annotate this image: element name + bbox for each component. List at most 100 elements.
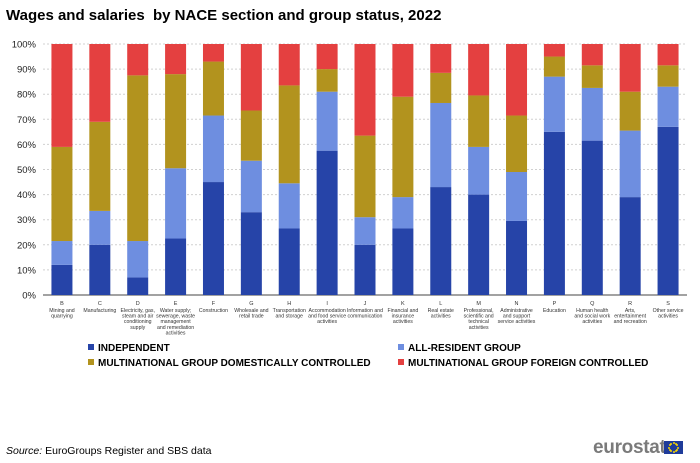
x-tick-code: C: [98, 301, 102, 307]
y-tick-label: 50%: [17, 165, 37, 176]
bar-domestic-b: [51, 146, 73, 242]
bar-domestic-j: [354, 135, 376, 218]
bar-foreign-d: [127, 44, 149, 76]
x-tick-label: Professional,: [464, 308, 494, 314]
bar-independent-e: [165, 238, 187, 295]
bar-all_resident-k: [392, 197, 414, 229]
y-tick-label: 70%: [17, 115, 37, 126]
legend-swatch-foreign: [398, 359, 404, 365]
bar-independent-p: [543, 131, 565, 295]
x-tick-code: J: [364, 301, 367, 307]
x-tick-code: H: [287, 301, 291, 307]
eurostat-logo: eurostat: [593, 437, 666, 458]
bar-foreign-k: [392, 44, 414, 97]
y-tick-label: 60%: [17, 140, 37, 151]
bar-independent-m: [468, 194, 490, 295]
x-tick-label: and recreation: [614, 319, 647, 325]
bar-independent-s: [657, 126, 679, 295]
bar-domestic-q: [581, 65, 603, 88]
bar-foreign-q: [581, 44, 603, 66]
bar-all_resident-r: [619, 130, 641, 198]
bar-all_resident-e: [165, 168, 187, 239]
y-tick-label: 10%: [17, 265, 37, 276]
bar-domestic-g: [240, 110, 262, 161]
y-tick-label: 30%: [17, 215, 37, 226]
bar-domestic-d: [127, 75, 149, 242]
flag-star-icon: [668, 446, 670, 449]
x-tick-label: and support: [503, 314, 531, 320]
bar-independent-h: [278, 228, 300, 295]
x-tick-label: entertainment: [614, 314, 646, 320]
flag-star-icon: [676, 444, 679, 447]
x-tick-label: Accommodation: [309, 308, 346, 314]
x-tick-label: sewerage, waste: [156, 314, 195, 320]
bar-independent-l: [430, 187, 452, 295]
x-tick-label: and storage: [276, 314, 304, 320]
flag-star-icon: [668, 444, 671, 447]
bar-domestic-n: [506, 115, 528, 173]
x-tick-code: Q: [590, 301, 595, 307]
x-tick-code: P: [553, 301, 557, 307]
bar-independent-j: [354, 244, 376, 295]
x-tick-label: Construction: [199, 308, 228, 314]
x-tick-code: E: [174, 301, 178, 307]
bar-independent-r: [619, 197, 641, 295]
chart-title: Wages and salaries by NACE section and g…: [6, 7, 442, 24]
bar-foreign-s: [657, 44, 679, 66]
x-tick-code: F: [212, 301, 216, 307]
bar-all_resident-d: [127, 241, 149, 278]
x-tick-label: Information and: [347, 308, 383, 314]
bar-independent-d: [127, 277, 149, 295]
bar-domestic-h: [278, 85, 300, 184]
bar-all_resident-f: [202, 115, 224, 183]
flag-star-icon: [670, 450, 673, 453]
legend-label-foreign: MULTINATIONAL GROUP FOREIGN CONTROLLED: [408, 358, 648, 369]
source-label: Source:: [6, 445, 43, 457]
x-tick-label: insurance: [392, 314, 415, 320]
y-tick-label: 20%: [17, 240, 37, 251]
x-tick-code: I: [326, 301, 328, 307]
legend-swatch-domestic: [88, 359, 94, 365]
bar-all_resident-q: [581, 87, 603, 141]
bar-foreign-j: [354, 44, 376, 136]
x-tick-code: N: [515, 301, 519, 307]
bar-foreign-h: [278, 44, 300, 86]
flag-star-icon: [672, 442, 675, 444]
bar-foreign-f: [202, 44, 224, 62]
y-tick-label: 80%: [17, 90, 37, 101]
x-tick-label: supply: [130, 325, 145, 331]
source-note: Source: EuroGroups Register and SBS data: [6, 445, 211, 457]
x-tick-label: scientific and: [464, 314, 494, 320]
bar-independent-i: [316, 150, 338, 295]
legend-label-domestic: MULTINATIONAL GROUP DOMESTICALLY CONTROL…: [98, 358, 371, 369]
x-tick-label: management: [160, 319, 191, 325]
x-tick-code: B: [60, 301, 64, 307]
legend-swatch-independent: [88, 344, 94, 350]
bar-domestic-r: [619, 91, 641, 131]
x-tick-label: Transportation: [273, 308, 306, 314]
x-tick-label: Arts,: [625, 308, 636, 314]
bar-all_resident-c: [89, 210, 111, 245]
flag-star-icon: [670, 442, 673, 445]
bar-foreign-r: [619, 44, 641, 92]
bar-independent-g: [240, 212, 262, 295]
x-tick-label: Real estate: [428, 308, 454, 314]
y-tick-label: 0%: [22, 291, 36, 302]
bar-all_resident-i: [316, 91, 338, 151]
y-tick-label: 90%: [17, 65, 37, 76]
x-tick-label: activities: [658, 314, 678, 320]
bar-foreign-e: [165, 44, 187, 75]
legend-swatch-all_resident: [398, 344, 404, 350]
x-tick-label: service activities: [498, 319, 536, 325]
x-tick-label: activities: [393, 319, 413, 325]
x-tick-label: steam and air: [122, 314, 154, 320]
x-tick-label: activities: [582, 319, 602, 325]
bar-foreign-p: [543, 44, 565, 57]
bar-domestic-e: [165, 74, 187, 169]
x-tick-code: G: [249, 301, 253, 307]
bar-independent-k: [392, 228, 414, 295]
bar-independent-c: [89, 244, 111, 295]
x-tick-code: L: [439, 301, 442, 307]
bar-all_resident-m: [468, 146, 490, 195]
